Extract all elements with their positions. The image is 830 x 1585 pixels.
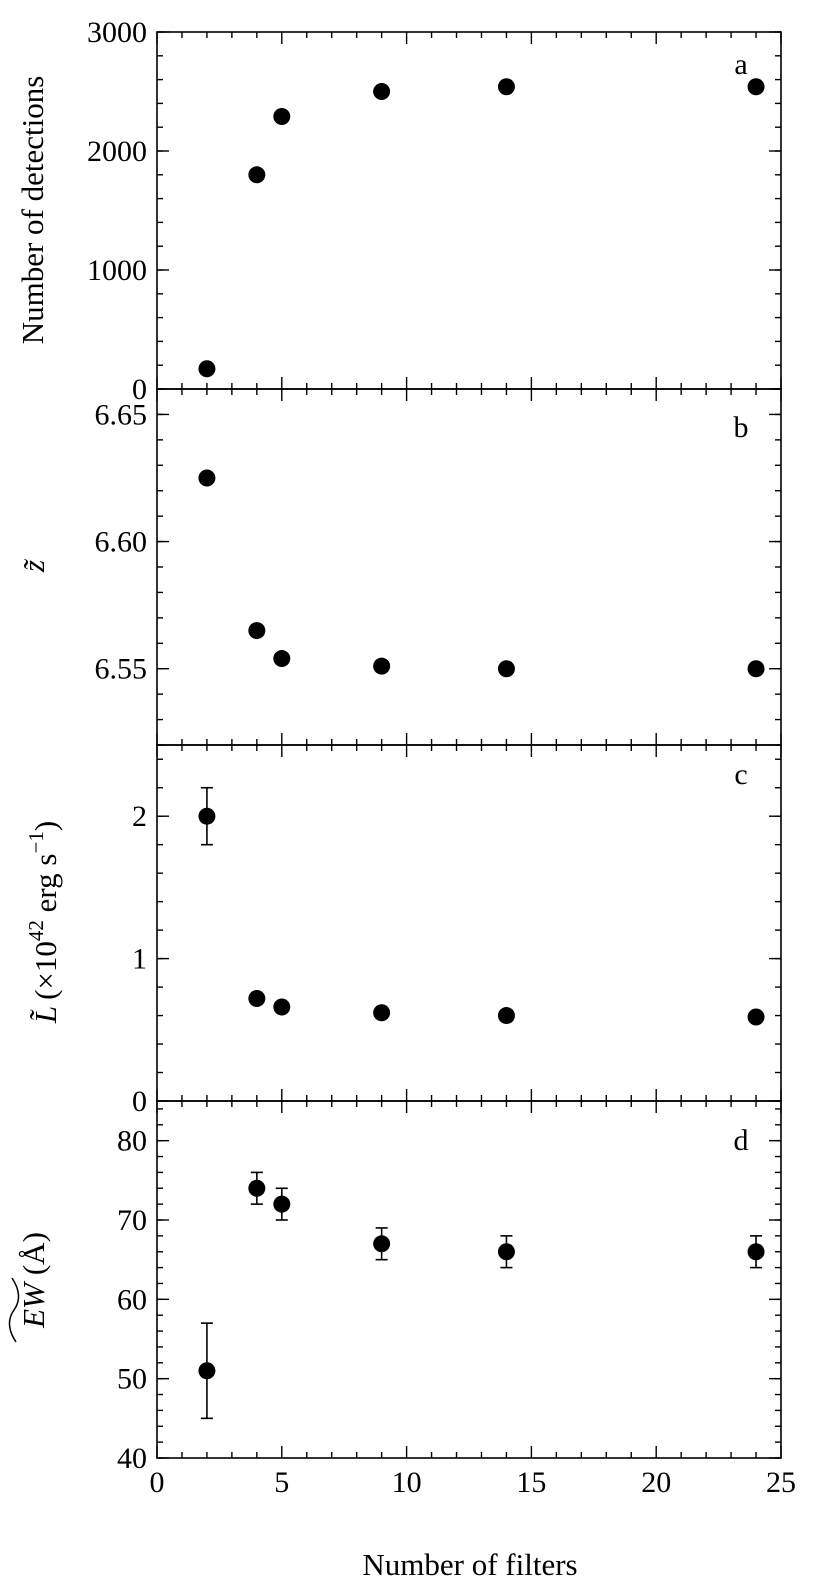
panel-d-data-point	[497, 1243, 515, 1261]
panel-c-y-label-unit-prefix: (×10	[28, 941, 63, 1000]
x-tick-label: 5	[274, 1466, 289, 1499]
panel-d-y-tick-label: 60	[117, 1283, 147, 1316]
panel-a-data-point	[198, 360, 216, 378]
panel-a-y-tick-label: 0	[132, 373, 147, 406]
panel-b-data-point	[747, 660, 765, 678]
panel-c-y-label-exp: 42	[24, 920, 48, 941]
panel-a-data-point	[497, 78, 515, 96]
panel-c-y-label-unit-mid: erg s	[28, 854, 63, 921]
panel-c-letter: c	[734, 758, 747, 791]
panel-a-frame	[156, 31, 782, 390]
panel-c-data-point	[747, 1008, 765, 1026]
panel-c-data-point	[248, 989, 266, 1007]
panel-a-y-label: Number of detections	[15, 76, 50, 345]
x-tick-label: 15	[516, 1466, 546, 1499]
panel-d-data-point	[273, 1195, 291, 1213]
panel-d-y-tick-label: 40	[117, 1442, 147, 1475]
panel-d-y-tick-label: 70	[117, 1204, 147, 1237]
panel-b-y-label: z̃	[16, 558, 51, 573]
panel-b-data-point	[497, 660, 515, 678]
panel-b-y-tick-label: 6.55	[95, 653, 148, 686]
panel-d-data-point	[747, 1243, 765, 1261]
panel-d-frame	[156, 1100, 782, 1459]
panel-c-y-tick-label: 0	[132, 1085, 147, 1118]
panel-d-letter: d	[734, 1124, 749, 1157]
panel-b-data-point	[198, 469, 216, 487]
svg-text:EW(Å): EW (Å)	[16, 1232, 51, 1329]
panel-c-y-label-symbol: L̃	[28, 1006, 63, 1024]
panel-d-y-tick-label: 80	[117, 1125, 147, 1158]
panel-c-y-label-unit-end: )	[28, 821, 63, 831]
panel-a-data-point	[273, 107, 291, 125]
panel-c-y-label: L̃ (×1042 erg s−1)	[24, 821, 63, 1024]
panel-b-letter: b	[734, 411, 749, 444]
panel-d-y-label-unit: (Å)	[16, 1232, 51, 1275]
panel-d-y-label-tilde	[8, 1277, 20, 1343]
panel-b-data-point	[273, 650, 291, 668]
panel-a-data-point	[373, 83, 391, 100]
panel-c-data-point	[273, 998, 291, 1016]
panel-d-y-label-symbol: EW	[16, 1280, 51, 1329]
x-axis-label: Number of filters	[362, 1547, 577, 1582]
panel-c-y-label-exp2: −1	[24, 831, 48, 853]
panel-b-frame	[156, 388, 782, 746]
panel-c-data-point	[497, 1007, 515, 1025]
panel-a-data-point	[747, 78, 765, 96]
panel-c-frame	[156, 744, 782, 1102]
x-tick-label: 25	[766, 1466, 796, 1499]
panel-a-y-tick-label: 2000	[87, 135, 147, 168]
panel-d-data-point	[248, 1179, 266, 1197]
panel-c-data-point	[198, 807, 216, 825]
panel-d-y-tick-label: 50	[117, 1363, 147, 1396]
x-tick-label: 0	[150, 1466, 165, 1499]
x-tick-label: 10	[392, 1466, 422, 1499]
panel-d-y-label: EW (Å)	[8, 1232, 51, 1343]
x-tick-label: 20	[641, 1466, 671, 1499]
panel-c-data-point	[373, 1004, 391, 1022]
panel-d-data-point	[198, 1362, 216, 1380]
panel-b-data-point	[373, 657, 391, 675]
panel-d-data-point	[373, 1235, 391, 1253]
panel-b-y-tick-label: 6.65	[95, 398, 148, 431]
panel-a-y-tick-label: 3000	[87, 16, 147, 49]
panel-a-letter: a	[734, 48, 747, 81]
panel-c-y-tick-label: 2	[132, 800, 147, 833]
panel-a-data-point	[248, 166, 266, 184]
panel-c-y-tick-label: 1	[132, 943, 147, 976]
panel-a-y-tick-label: 1000	[87, 254, 147, 287]
panel-b-y-tick-label: 6.60	[95, 526, 148, 559]
panel-b-data-point	[248, 622, 266, 640]
